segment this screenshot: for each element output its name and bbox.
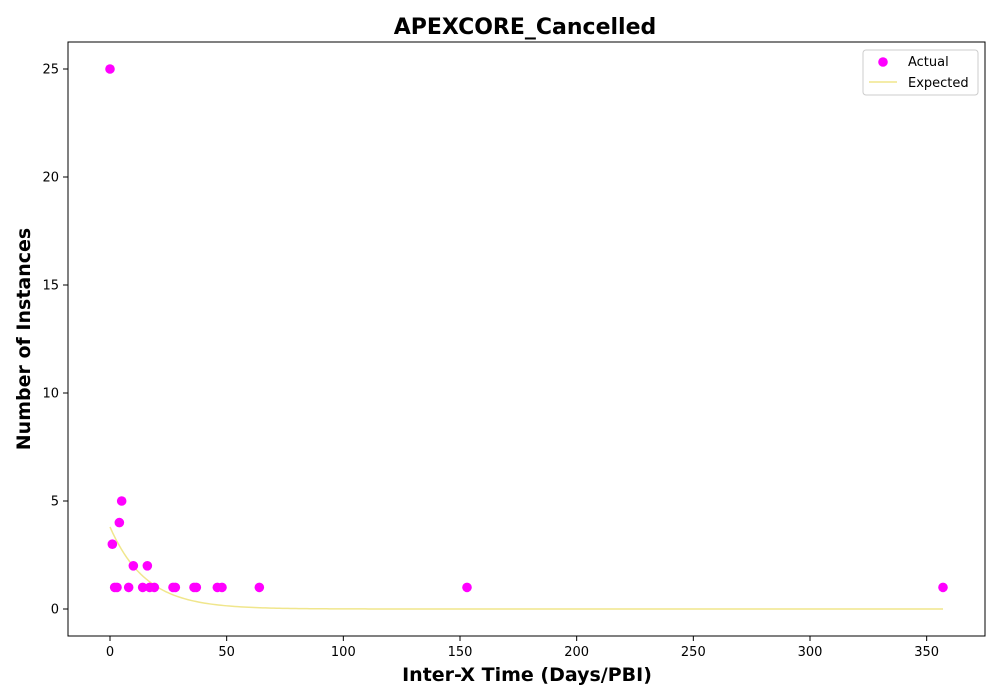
y-tick-label: 10 (42, 387, 59, 402)
actual-point (105, 64, 115, 74)
legend-actual-marker (878, 57, 888, 67)
y-tick-label: 15 (42, 279, 59, 294)
x-tick-label: 0 (106, 645, 114, 660)
x-tick-label: 200 (564, 645, 589, 660)
legend: Actual Expected (862, 49, 979, 96)
actual-point (170, 582, 181, 593)
actual-point (142, 561, 153, 571)
actual-point (128, 561, 139, 571)
legend-actual-label: Actual (908, 55, 949, 70)
actual-point (191, 582, 202, 593)
actual-point (123, 582, 134, 593)
actual-point (254, 582, 265, 593)
actual-point (938, 582, 948, 593)
actual-point (137, 582, 148, 593)
y-tick-label: 5 (51, 495, 59, 510)
x-axis-label: Inter-X Time (Days/PBI) (402, 664, 652, 686)
actual-point (149, 582, 160, 593)
legend-expected-label: Expected (908, 76, 969, 91)
x-tick-label: 350 (914, 645, 939, 660)
plot-area: 0 50 100 150 200 250 300 350 0 5 10 15 20 25 (42, 41, 986, 660)
actual-point (462, 582, 472, 593)
expected-line (109, 526, 943, 610)
y-tick-label: 0 (51, 603, 59, 618)
chart-title: APEXCORE_Cancelled (394, 15, 657, 40)
actual-point (114, 517, 125, 528)
x-tick-label: 50 (218, 645, 235, 660)
y-axis-label: Number of Instances (13, 228, 35, 450)
x-tick-label: 150 (448, 645, 473, 660)
actual-point (112, 582, 122, 593)
axes-frame (67, 41, 986, 637)
y-tick-label: 20 (42, 171, 59, 186)
actual-point (116, 496, 127, 506)
legend-box (862, 49, 979, 96)
actual-point (107, 539, 118, 549)
x-tick-label: 100 (331, 645, 356, 660)
y-tick-label: 25 (42, 63, 59, 78)
x-tick-label: 300 (798, 645, 823, 660)
x-tick-label: 250 (681, 645, 706, 660)
actual-point (217, 582, 227, 593)
